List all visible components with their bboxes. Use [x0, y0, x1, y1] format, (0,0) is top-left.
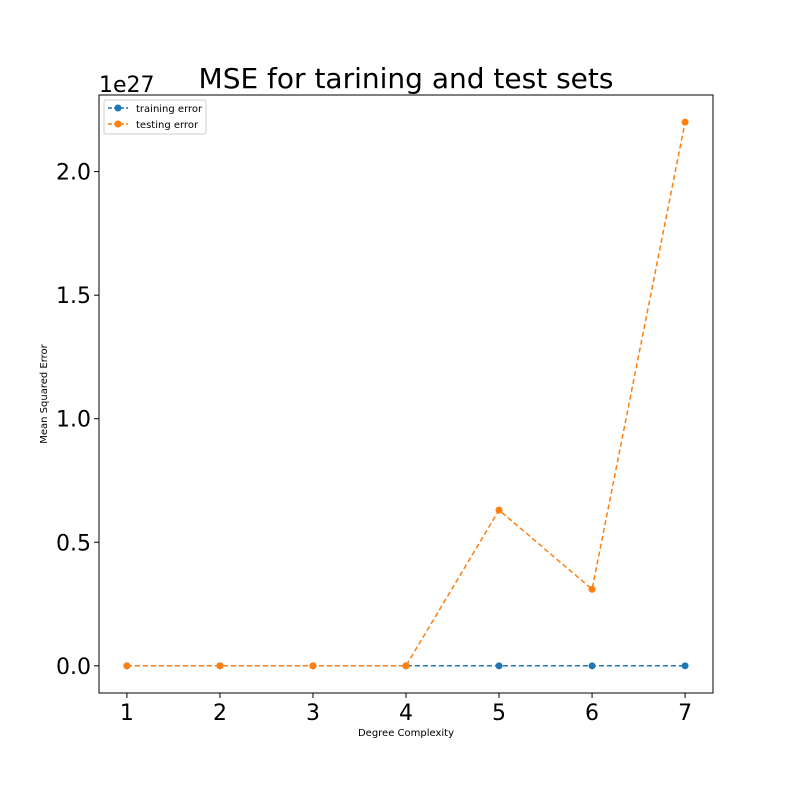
data-point-testing-7 [681, 118, 689, 126]
x-tick-label-1: 1 [120, 701, 134, 726]
y-tick-label-4: 2.0 [56, 161, 91, 186]
legend-marker-training [114, 104, 122, 112]
y-tick-label-0: 0.0 [56, 655, 91, 680]
y-tick-label-3: 1.5 [56, 284, 91, 309]
y-tick-label-1: 0.5 [56, 531, 91, 556]
legend: training error testing error [103, 99, 207, 135]
y-axis-offset-label: 1e27 [99, 73, 155, 98]
legend-label-training: training error [136, 104, 203, 115]
legend-marker-testing [114, 120, 122, 128]
legend-label-testing: testing error [136, 120, 199, 131]
plot-area: 1 2 3 4 5 6 7 0.0 0.5 1.0 1.5 2.0 [56, 94, 714, 726]
data-point-training-6 [588, 662, 596, 670]
data-point-training-7 [681, 662, 689, 670]
y-tick-label-2: 1.0 [56, 408, 91, 433]
data-point-testing-3 [309, 662, 317, 670]
x-axis-label: Degree Complexity [358, 728, 454, 739]
x-tick-label-6: 6 [585, 701, 599, 726]
x-tick-label-7: 7 [678, 701, 692, 726]
data-point-testing-1 [123, 662, 131, 670]
y-axis-label: Mean Squared Error [39, 343, 50, 443]
axes-frame [98, 94, 714, 694]
x-tick-label-3: 3 [306, 701, 320, 726]
x-tick-label-2: 2 [213, 701, 227, 726]
data-point-testing-6 [588, 585, 596, 593]
series-line-testing [126, 122, 686, 667]
data-point-testing-4 [402, 662, 410, 670]
data-point-testing-2 [216, 662, 224, 670]
x-tick-label-5: 5 [492, 701, 506, 726]
data-point-training-5 [495, 662, 503, 670]
x-tick-label-4: 4 [399, 701, 413, 726]
chart-title: MSE for tarining and test sets [199, 62, 614, 95]
legend-box [103, 99, 207, 135]
data-point-testing-5 [495, 506, 503, 514]
